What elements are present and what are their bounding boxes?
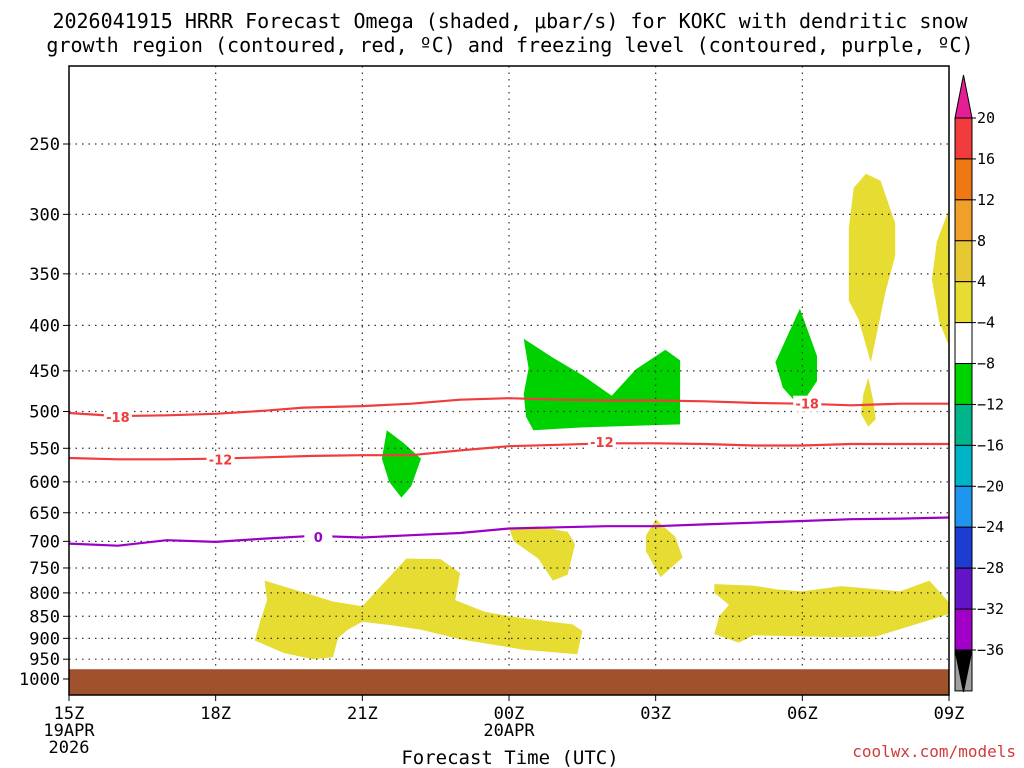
colorbar-label-13: −32 [977,600,1004,618]
colorbar-label-1: 20 [977,109,995,127]
colorbar-segment-9 [954,444,973,487]
shaded-region-4 [848,173,896,363]
colorbar-label-10: −20 [977,477,1004,495]
x-tick-date-20APR: 20APR [483,721,535,741]
contour-label-bg--18-1 [793,395,822,412]
contour-label--12-0: -12 [209,453,233,468]
colorbar-label-5: 4 [977,273,986,291]
x-tick-label-21Z: 21Z [347,704,378,724]
y-tick-label-350: 350 [29,265,60,285]
y-tick-label-700: 700 [29,532,60,552]
colorbar-label-8: −12 [977,395,1004,413]
y-tick-label-450: 450 [29,362,60,382]
y-tick-label-950: 950 [29,650,60,670]
y-tick-label-650: 650 [29,504,60,524]
x-tick-date-19APR: 19APR [43,721,95,741]
colorbar-label-6: −4 [977,314,995,332]
x-axis-label: Forecast Time (UTC) [401,747,618,768]
contour-line-0 [68,516,950,547]
colorbar-segment-1 [954,117,973,160]
y-tick-label-900: 900 [29,629,60,649]
x-tick-label-18Z: 18Z [200,704,231,724]
y-tick-label-300: 300 [29,205,60,225]
ground-fill [69,669,949,695]
colorbar-segment-10 [954,485,973,528]
x-tick-label-09Z: 09Z [934,704,965,724]
colorbar-segment-7 [954,363,973,405]
shaded-region-6 [931,209,949,346]
colorbar-bottom-arrow [954,649,973,693]
y-tick-label-500: 500 [29,403,60,423]
contour-label--12-1: -12 [590,436,614,451]
colorbar-segment-8 [954,403,973,446]
contour-label-bg--12-0 [206,451,235,468]
colorbar-label-3: 12 [977,191,995,209]
y-tick-label-850: 850 [29,607,60,627]
contour-label--18-1: -18 [795,398,819,413]
y-tick-label-800: 800 [29,584,60,604]
contour-label-bg-0-0 [304,528,333,545]
contour-lines: -18 -18 -12 -12 0 [68,395,950,547]
x-tick-year-2026: 2026 [49,738,90,758]
colorbar-label-12: −28 [977,559,1004,577]
shaded-region-1 [381,430,421,498]
shaded-region-10 [714,580,949,643]
colorbar-label-14: −36 [977,641,1004,659]
shaded-region-2 [523,338,681,431]
colorbar-top-arrow [954,74,973,119]
y-tick-label-400: 400 [29,316,60,336]
y-tick-label-1000: 1000 [19,670,60,690]
chart-title-line-1: 2026041915 HRRR Forecast Omega (shaded, … [52,9,968,33]
colorbar-segment-3 [954,199,973,242]
y-tick-label-250: 250 [29,135,60,155]
chart-title-line-2: growth region (contoured, red, ºC) and f… [46,33,973,57]
y-axis: 2503003504004505005506006507007508008509… [19,135,69,690]
shaded-region-7 [254,558,583,660]
contour-label-bg--12-1 [587,433,616,450]
colorbar-segment-13 [954,608,973,651]
shaded-region-5 [861,377,876,427]
grid-lines [69,66,949,695]
colorbar-segment-4 [954,240,973,283]
credit-text: coolwx.com/models [852,742,1016,761]
contour-label-0-0: 0 [314,531,323,546]
x-tick-label-03Z: 03Z [640,704,671,724]
colorbar-segment-11 [954,526,973,569]
omega-shading [254,173,949,660]
colorbar-label-7: −8 [977,355,995,373]
x-tick-label-00Z: 00Z [494,704,525,724]
colorbar-label-11: −24 [977,518,1004,536]
plot-area: -18 -18 -12 -12 0 [68,65,950,696]
colorbar: 20 16 12 8 4 −4 −8 −12 −16 −20 −24 −28 −32 −36 [954,74,1004,693]
shaded-region-3 [775,308,817,407]
shaded-region-9 [645,519,683,578]
x-tick-label-06Z: 06Z [787,704,818,724]
contour-label-bg--18-0 [103,408,132,425]
colorbar-label-4: 8 [977,232,986,250]
x-tick-label-15Z: 15Z [54,704,85,724]
colorbar-label-9: −16 [977,436,1004,454]
contour-label--18-0: -18 [106,411,130,426]
colorbar-label-2: 16 [977,150,995,168]
colorbar-segment-6 [954,322,973,365]
shaded-region-8 [509,526,575,581]
colorbar-segment-12 [954,567,973,610]
y-tick-label-600: 600 [29,473,60,493]
colorbar-segment-5 [954,281,973,324]
colorbar-segment-2 [954,158,973,201]
y-tick-label-550: 550 [29,439,60,459]
y-tick-label-750: 750 [29,559,60,579]
